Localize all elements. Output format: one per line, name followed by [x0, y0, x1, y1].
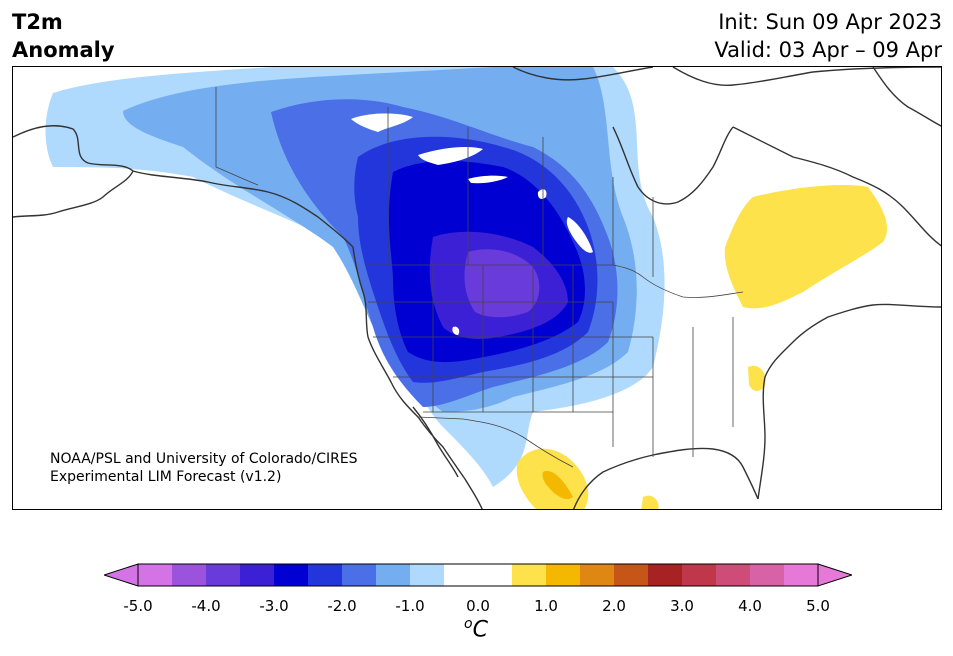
- west-coast: [352, 246, 483, 509]
- colorbar-extend-low: [104, 563, 139, 587]
- colorbar-swatch: [478, 564, 513, 586]
- lake-athabasca: [468, 175, 508, 184]
- alaska-peninsula: [132, 170, 354, 248]
- colorbar-swatch: [274, 564, 309, 586]
- colorbar-swatch: [172, 564, 207, 586]
- lakes: [351, 113, 593, 335]
- colorbar-swatch: [206, 564, 241, 586]
- colorbar-tick-label: -4.0: [191, 597, 221, 615]
- us-states: [368, 265, 734, 457]
- colorbar-swatch: [784, 564, 819, 586]
- anomaly-region-plus-0-5-east: [724, 185, 888, 309]
- valid-range: Valid: 03 Apr – 09 Apr: [714, 38, 942, 62]
- colorbar-swatch: [376, 564, 411, 586]
- colorbar-unit-degree: o: [464, 616, 473, 632]
- canadian-provinces: [387, 107, 654, 277]
- credit-line-1: NOAA/PSL and University of Colorado/CIRE…: [50, 451, 358, 467]
- east-coast: [757, 303, 941, 500]
- colorbar-tick-label: 1.0: [534, 597, 558, 615]
- colorbar-tick-label: 3.0: [670, 597, 694, 615]
- boundaries: [215, 87, 744, 468]
- colorbar-swatch: [716, 564, 751, 586]
- colorbar-tick-label: -5.0: [123, 597, 153, 615]
- colorbar-unit-letter: C: [472, 617, 488, 643]
- colorbar-swatch: [546, 564, 581, 586]
- colorbar-swatch: [444, 564, 479, 586]
- great-bear-lake: [351, 113, 413, 132]
- colorbar-tick-label: -1.0: [395, 597, 425, 615]
- us-mexico-border: [417, 416, 574, 468]
- anomaly-region-plus-1-mexico: [542, 471, 573, 500]
- baja-california: [412, 406, 459, 478]
- colorbar-tick-label: 5.0: [806, 597, 830, 615]
- colorbar-tick-label: -3.0: [259, 597, 289, 615]
- colorbar-tick-label: 2.0: [602, 597, 626, 615]
- reindeer-lake: [537, 189, 547, 200]
- credit-text: NOAA/PSL and University of Colorado/CIRE…: [50, 450, 358, 486]
- lake-winnipeg: [566, 217, 593, 253]
- arctic-islands: [512, 67, 941, 87]
- alaska-coast: [13, 125, 134, 218]
- anomaly-region-plus-0-5-gulf: [641, 495, 659, 509]
- colorbar-swatch: [138, 564, 173, 586]
- colorbar-swatch: [512, 564, 547, 586]
- colorbar-tick-label: 0.0: [466, 597, 490, 615]
- gulf-coast: [573, 447, 759, 509]
- great-slave-lake: [418, 147, 483, 165]
- colorbar-unit: oC: [464, 616, 488, 642]
- date-info: Init: Sun 09 Apr 2023 Valid: 03 Apr – 09…: [714, 8, 942, 64]
- colorbar-swatch: [240, 564, 275, 586]
- init-date: Init: Sun 09 Apr 2023: [718, 10, 942, 34]
- anomaly-region-plus-0-5-carolina: [748, 365, 766, 391]
- colorbar-swatch: [750, 564, 785, 586]
- anomaly-map: NOAA/PSL and University of Colorado/CIRE…: [12, 66, 942, 510]
- us-canada-border: [365, 264, 744, 298]
- colorbar-swatch: [342, 564, 377, 586]
- colorbar-swatch: [682, 564, 717, 586]
- anomaly-fills: [45, 67, 888, 509]
- greenland-edge: [872, 67, 941, 127]
- map-title: T2m Anomaly: [12, 8, 115, 64]
- colorbar-swatch: [580, 564, 615, 586]
- title-line-1: T2m: [12, 10, 63, 34]
- great-salt-lake: [452, 326, 460, 335]
- colorbar-tick-label: 4.0: [738, 597, 762, 615]
- colorbar-swatch: [648, 564, 683, 586]
- hudson-bay: [612, 126, 734, 205]
- title-line-2: Anomaly: [12, 38, 115, 62]
- labrador-coast: [732, 126, 941, 247]
- coastlines: [13, 67, 941, 509]
- colorbar-tick-label: -2.0: [327, 597, 357, 615]
- credit-line-2: Experimental LIM Forecast (v1.2): [50, 469, 282, 485]
- colorbar: [104, 563, 852, 587]
- alaska-canada-border: [215, 87, 259, 186]
- colorbar-swatch: [614, 564, 649, 586]
- colorbar-swatch: [308, 564, 343, 586]
- colorbar-swatch: [410, 564, 445, 586]
- map-canvas: [13, 67, 941, 509]
- colorbar-outline: [137, 563, 819, 587]
- colorbar-extend-high: [817, 563, 852, 587]
